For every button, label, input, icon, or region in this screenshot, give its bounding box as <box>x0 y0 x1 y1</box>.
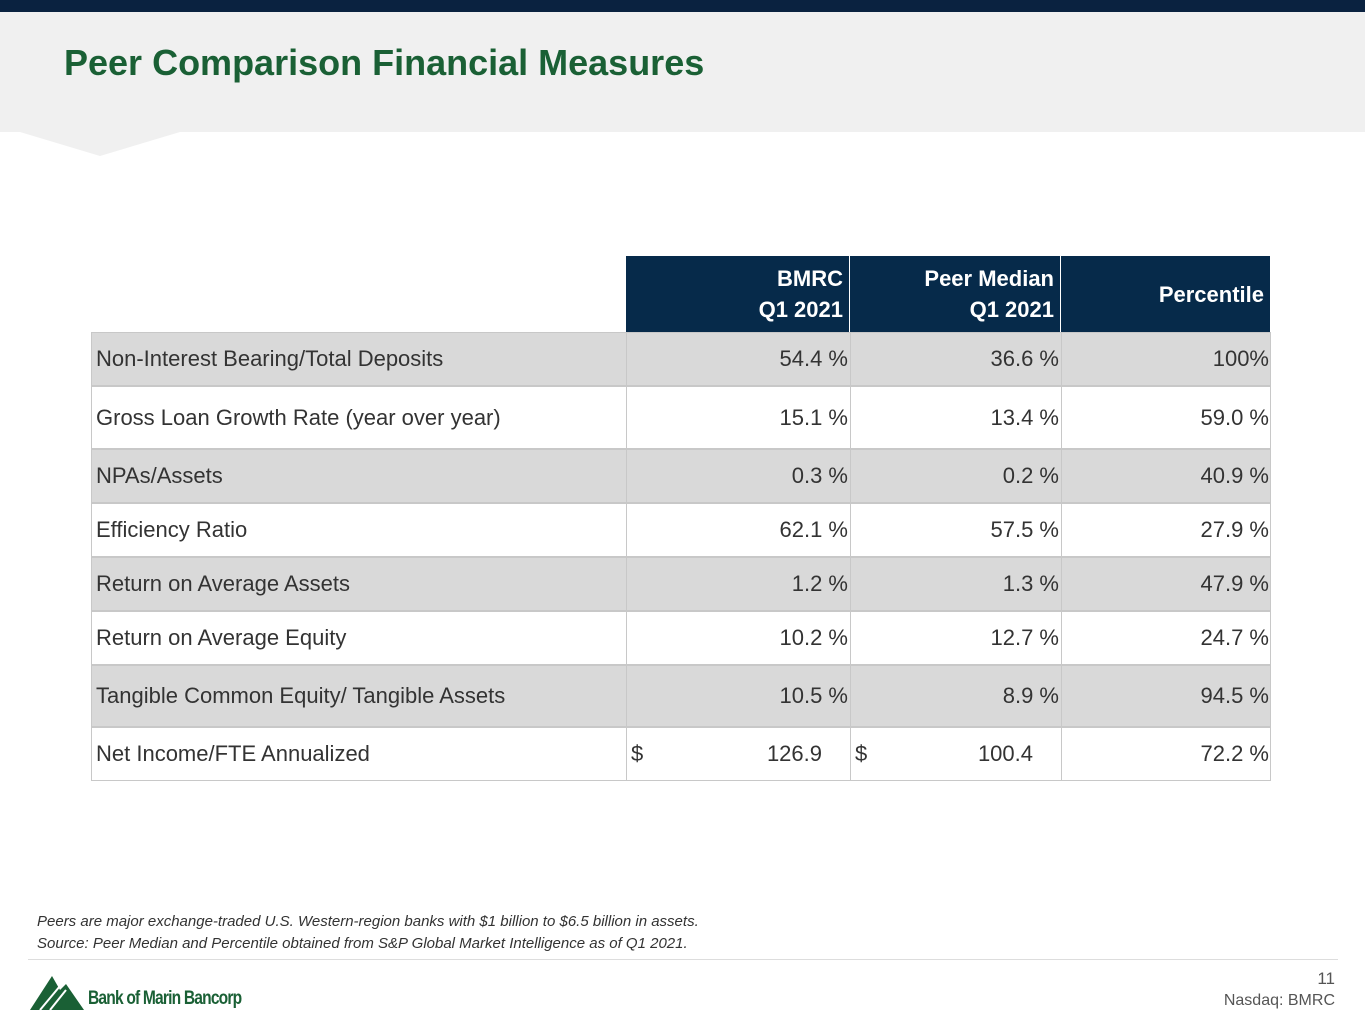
value-cell: $100.4 <box>850 727 1061 781</box>
value-cell: 57.5 % <box>850 503 1061 557</box>
value-cell: 15.1 % <box>626 386 850 449</box>
row-label: Return on Average Equity <box>96 625 347 650</box>
value-cell: 0.2 % <box>850 449 1061 503</box>
logo-text: Bank of Marin Bancorp <box>88 988 242 1009</box>
row-label: Gross Loan Growth Rate (year over year) <box>96 404 501 430</box>
header-band <box>0 12 1365 156</box>
value-cell: 59.0 % <box>1061 386 1271 449</box>
header-line: Percentile <box>1158 281 1264 307</box>
value-cell: 62.1 % <box>626 503 850 557</box>
value-cell: $126.9 <box>626 727 850 781</box>
row-bg <box>91 727 1271 781</box>
row-label: Efficiency Ratio <box>96 517 248 542</box>
value-cell: 100% <box>1061 332 1271 386</box>
footnote: Peers are major exchange-traded U.S. Wes… <box>37 913 699 930</box>
value-cell: 72.2 % <box>1061 727 1271 781</box>
column-header: Peer Median Q1 2021 <box>850 256 1061 332</box>
row-bg <box>91 503 1271 557</box>
value-cell: 36.6 % <box>850 332 1061 386</box>
value-cell: 13.4 % <box>850 386 1061 449</box>
value-cell: 8.9 % <box>850 665 1061 727</box>
value-cell: 1.3 % <box>850 557 1061 611</box>
row-label: Non-Interest Bearing/Total Deposits <box>96 346 444 371</box>
value-cell: 40.9 % <box>1061 449 1271 503</box>
divider <box>28 959 1338 960</box>
value-cell: 27.9 % <box>1061 503 1271 557</box>
row-label: Net Income/FTE Annualized <box>96 741 370 766</box>
value-cell: 1.2 % <box>626 557 850 611</box>
value-cell: 47.9 % <box>1061 557 1271 611</box>
value-cell: 12.7 % <box>850 611 1061 665</box>
row-label: Tangible Common Equity/ Tangible Assets <box>96 683 506 708</box>
row-bg <box>91 332 1271 386</box>
row-bg <box>91 611 1271 665</box>
top-bar <box>0 0 1365 12</box>
ticker: Nasdaq: BMRC <box>1223 992 1335 1009</box>
row-bg <box>91 665 1271 727</box>
value-cell: 54.4 % <box>626 332 850 386</box>
value-cell: 10.5 % <box>626 665 850 727</box>
page-number: 11 <box>1317 969 1335 988</box>
symbol: $ <box>631 741 644 766</box>
column-header: Percentile <box>1061 256 1271 332</box>
footnote: Source: Peer Median and Percentile obtai… <box>37 935 688 952</box>
header-line: Q1 2021 <box>969 297 1054 322</box>
amount: 100.4 <box>977 741 1033 766</box>
logo-mark <box>30 976 84 1011</box>
row-label: NPAs/Assets <box>96 463 223 488</box>
value-cell: 94.5 % <box>1061 665 1271 727</box>
value-cell: 24.7 % <box>1061 611 1271 665</box>
header-line: BMRC <box>777 266 843 291</box>
value-cell: 0.3 % <box>626 449 850 503</box>
value-cell: 10.2 % <box>626 611 850 665</box>
header-line: Peer Median <box>924 266 1054 291</box>
row-label: Return on Average Assets <box>96 571 350 596</box>
symbol: $ <box>855 741 868 766</box>
amount: 126.9 <box>766 741 822 766</box>
row-bg <box>91 386 1271 449</box>
column-header: BMRC Q1 2021 <box>626 256 850 332</box>
row-bg <box>91 557 1271 611</box>
title: Peer Comparison Financial Measures <box>64 42 705 83</box>
header-line: Q1 2021 <box>758 297 843 322</box>
row-bg <box>91 449 1271 503</box>
